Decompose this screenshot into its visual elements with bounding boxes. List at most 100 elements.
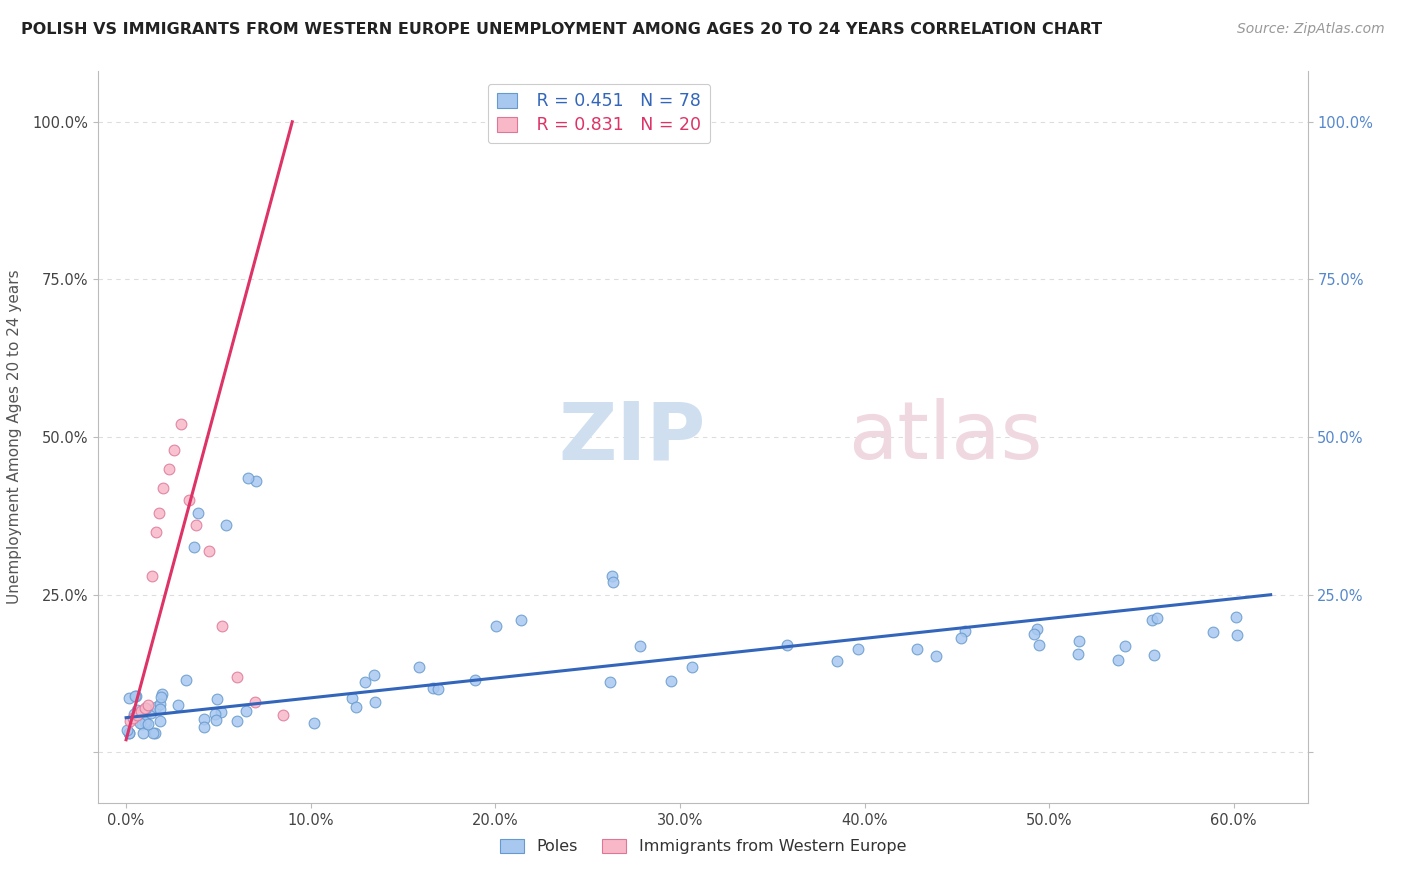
Point: [118, 714, 141, 728]
Point: [134, 710, 156, 724]
Point: [118, 690, 141, 705]
Point: [149, 714, 172, 728]
Point: [141, 569, 163, 583]
Point: [136, 698, 159, 712]
Point: [198, 543, 221, 558]
Point: [1143, 648, 1166, 662]
Point: [225, 670, 247, 684]
Point: [122, 711, 145, 725]
Point: [1146, 611, 1168, 625]
Point: [141, 706, 163, 721]
Point: [950, 631, 973, 645]
Point: [211, 619, 233, 633]
Point: [166, 698, 188, 713]
Point: [125, 702, 148, 716]
Point: [135, 701, 157, 715]
Point: [340, 690, 363, 705]
Y-axis label: Unemployment Among Ages 20 to 24 years: Unemployment Among Ages 20 to 24 years: [7, 269, 21, 605]
Point: [1067, 647, 1090, 661]
Point: [148, 506, 170, 520]
Point: [129, 705, 152, 719]
Point: [115, 723, 138, 737]
Point: [1022, 627, 1045, 641]
Point: [1025, 622, 1047, 636]
Point: [681, 659, 703, 673]
Point: [659, 673, 682, 688]
Point: [145, 699, 167, 714]
Point: [302, 716, 325, 731]
Point: [145, 524, 167, 539]
Point: [1225, 610, 1247, 624]
Point: [925, 648, 948, 663]
Point: [129, 715, 152, 730]
Point: [602, 575, 624, 590]
Point: [245, 474, 267, 488]
Point: [186, 518, 208, 533]
Point: [135, 716, 157, 731]
Point: [118, 726, 141, 740]
Point: [1226, 628, 1249, 642]
Point: [177, 493, 200, 508]
Point: [134, 715, 156, 730]
Point: [1202, 624, 1225, 639]
Point: [427, 682, 450, 697]
Point: [174, 673, 197, 687]
Point: [846, 641, 869, 656]
Point: [170, 417, 193, 432]
Point: [364, 695, 387, 709]
Point: [344, 699, 367, 714]
Point: [464, 673, 486, 687]
Point: [132, 726, 155, 740]
Point: [152, 481, 174, 495]
Point: [215, 518, 238, 533]
Point: [628, 639, 651, 653]
Point: [134, 701, 156, 715]
Point: [124, 689, 146, 703]
Point: [193, 720, 215, 734]
Point: [363, 668, 385, 682]
Point: [953, 624, 976, 639]
Text: Source: ZipAtlas.com: Source: ZipAtlas.com: [1237, 22, 1385, 37]
Point: [183, 541, 205, 555]
Point: [143, 726, 166, 740]
Point: [1140, 613, 1163, 627]
Point: [776, 638, 799, 652]
Point: [235, 704, 257, 718]
Point: [150, 690, 173, 705]
Point: [187, 506, 209, 520]
Point: [245, 695, 267, 709]
Point: [142, 726, 165, 740]
Point: [149, 702, 172, 716]
Point: [485, 619, 508, 633]
Point: [122, 706, 145, 721]
Point: [907, 642, 929, 657]
Text: atlas: atlas: [848, 398, 1042, 476]
Point: [1028, 638, 1050, 652]
Point: [209, 706, 232, 720]
Point: [117, 726, 139, 740]
Point: [204, 706, 226, 721]
Point: [127, 707, 149, 722]
Point: [271, 707, 294, 722]
Point: [157, 461, 180, 475]
Text: ZIP: ZIP: [558, 398, 706, 476]
Point: [238, 471, 260, 485]
Point: [205, 713, 228, 727]
Point: [150, 687, 173, 701]
Point: [226, 714, 249, 729]
Point: [827, 654, 849, 668]
Point: [408, 659, 430, 673]
Text: POLISH VS IMMIGRANTS FROM WESTERN EUROPE UNEMPLOYMENT AMONG AGES 20 TO 24 YEARS : POLISH VS IMMIGRANTS FROM WESTERN EUROPE…: [21, 22, 1102, 37]
Point: [193, 712, 215, 726]
Point: [163, 442, 186, 457]
Point: [600, 569, 623, 583]
Point: [1069, 634, 1091, 648]
Point: [136, 716, 159, 731]
Point: [599, 675, 621, 690]
Point: [509, 613, 531, 627]
Point: [1107, 653, 1129, 667]
Point: [207, 691, 229, 706]
Point: [131, 717, 153, 731]
Point: [125, 690, 148, 704]
Point: [354, 675, 377, 690]
